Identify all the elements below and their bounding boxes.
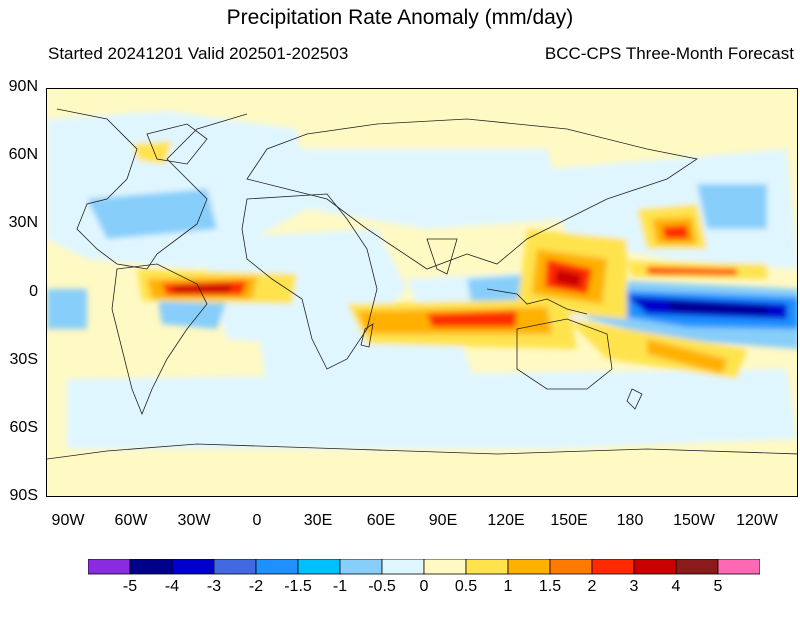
anomaly-region-neg2-brazil [157,294,227,329]
colorbar [88,559,760,575]
anomaly-region-pos3-npac [662,225,689,239]
colorbar-label: 0 [419,578,429,595]
lon-tick-30w: 30W [177,512,211,529]
colorbar-label: 2 [587,578,597,595]
anomaly-map [47,89,797,496]
colorbar-swatch [549,559,593,575]
coastline-north-america [56,108,248,270]
coastline-antarctica [47,443,797,460]
anomaly-region-neg2-carib [87,189,217,239]
colorbar-swatch [717,559,760,575]
anomaly-region-neg5-pac [667,301,767,314]
colorbar-swatch [339,559,383,575]
colorbar-swatch [507,559,551,575]
colorbar-label: 5 [713,578,723,595]
colorbar-swatch [88,559,131,575]
colorbar-swatch [465,559,509,575]
colorbar-label: -2 [248,578,264,595]
colorbar-swatch [633,559,677,575]
lat-tick-60n: 60N [8,146,38,163]
lon-tick-30e: 30E [303,512,333,529]
lon-tick-150e: 150E [550,512,588,529]
forecast-dates: Started 20241201 Valid 202501-202503 [48,44,349,63]
coastline-africa [241,193,378,370]
coastline-india [426,238,458,275]
colorbar-label: -4 [164,578,180,595]
coastline-south-america [111,263,208,416]
lon-tick-90w: 90W [51,512,85,529]
map-panel [46,88,798,497]
colorbar-swatch [171,559,215,575]
anomaly-region-pos3-indocean [427,311,517,327]
colorbar-label: -3 [206,578,222,595]
lat-tick-90s: 90S [9,487,38,504]
lat-tick-30s: 30S [9,351,38,368]
coastline-greenland [146,123,208,165]
forecast-source: BCC-CPS Three-Month Forecast [544,44,794,63]
colorbar-label: 4 [671,578,681,595]
colorbar-label: 3 [629,578,639,595]
anomaly-region-neg2-hawaii [697,184,767,229]
colorbar-swatch [591,559,635,575]
anomaly-region-pos2-spcz [647,339,727,374]
colorbar-label: 0.5 [454,578,478,595]
coastline-new-zealand [626,388,643,410]
colorbar-label: 1.5 [538,578,562,595]
lon-tick-60e: 60E [366,512,396,529]
lon-tick-90e: 90E [428,512,458,529]
lon-tick-0: 0 [252,512,262,529]
lon-tick-60w: 60W [114,512,148,529]
anomaly-region-pos-greenland [132,141,172,164]
colorbar-swatch [297,559,341,575]
colorbar-swatch [255,559,299,575]
lon-tick-180: 180 [616,512,644,529]
anomaly-region-pos4-wpac [555,269,582,287]
colorbar-swatch [129,559,173,575]
colorbar-label: 1 [503,578,513,595]
colorbar-swatch [675,559,719,575]
anomaly-region-neg-so [67,369,797,449]
colorbar-label: -1 [332,578,348,595]
coastline-eurasia [246,118,699,270]
anomaly-region-neg2-eastpac [47,289,87,329]
colorbar-label: -5 [122,578,138,595]
lat-tick-30n: 30N [8,214,38,231]
colorbar-swatch [423,559,467,575]
lon-tick-150w: 150W [673,512,715,529]
anomaly-region-pos4-eqatl [172,284,232,293]
colorbar-swatch [213,559,257,575]
anomaly-region-neg-asia [297,149,567,229]
lat-tick-90n: 90N [8,78,38,95]
chart-title: Precipitation Rate Anomaly (mm/day) [226,6,574,29]
lon-tick-120w: 120W [736,512,778,529]
lon-tick-120e: 120E [487,512,525,529]
colorbar-swatch [381,559,425,575]
coastline-madagascar [360,323,374,348]
coastlines [47,108,797,460]
lat-tick-0: 0 [29,283,38,300]
anomaly-region-pos3-itcz [647,267,737,275]
coastline-indonesia [486,288,588,315]
lat-tick-60s: 60S [9,419,38,436]
colorbar-label: -1.5 [284,578,312,595]
coastline-australia [516,318,613,390]
colorbar-label: -0.5 [368,578,396,595]
